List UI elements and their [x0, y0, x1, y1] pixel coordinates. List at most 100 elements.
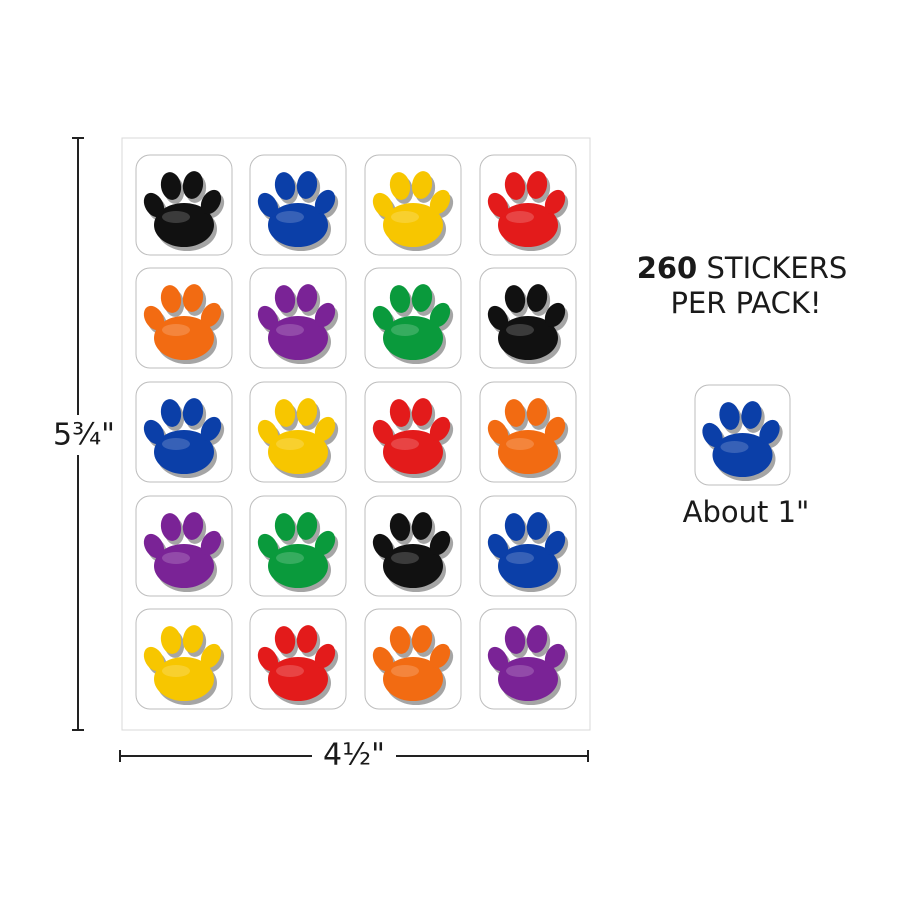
paw-pad — [268, 657, 328, 701]
paw — [372, 625, 454, 705]
paw-body — [257, 625, 336, 701]
paw-toe — [274, 285, 296, 313]
paw-toe — [504, 513, 526, 541]
paw-pad — [383, 316, 443, 360]
paw-toe — [257, 192, 279, 218]
paw-shine — [391, 665, 419, 677]
paw-shine — [391, 438, 419, 450]
paw-pad — [154, 316, 214, 360]
paw-toe — [429, 416, 451, 442]
paw-body — [702, 401, 780, 477]
paw-toe — [504, 399, 526, 427]
paw-toe — [182, 284, 204, 312]
height-dimension: 5¾" — [50, 137, 116, 731]
paw-pad — [268, 316, 328, 360]
paw-toe — [160, 626, 182, 654]
paw-toe — [487, 646, 509, 672]
paw-toe — [274, 626, 296, 654]
paw-toe — [160, 513, 182, 541]
paw-toe — [296, 625, 318, 653]
paw-pad — [383, 430, 443, 474]
paw-toe — [160, 399, 182, 427]
paw-toe — [200, 643, 222, 669]
paw-toe — [257, 533, 279, 559]
paw-toe — [526, 171, 548, 199]
paw-body — [257, 398, 336, 474]
paw-shine — [162, 552, 190, 564]
paw — [143, 512, 225, 592]
paw-toe — [487, 192, 509, 218]
paw-shine — [276, 438, 304, 450]
paw-pad — [154, 657, 214, 701]
paw-toe — [389, 399, 411, 427]
paw-toe — [504, 172, 526, 200]
paw-pad — [154, 430, 214, 474]
width-dimension: 4½" — [119, 738, 589, 774]
paw — [257, 171, 339, 251]
paw-pad — [154, 544, 214, 588]
paw-shine — [276, 552, 304, 564]
paw-pad — [498, 316, 558, 360]
paw-toe — [741, 401, 762, 429]
paw-shine — [391, 552, 419, 564]
paw-toe — [544, 530, 566, 556]
sticker-grid — [135, 154, 577, 710]
count: 260 — [637, 251, 698, 285]
paw-body — [143, 625, 222, 701]
paw — [257, 284, 339, 364]
paw-toe — [314, 643, 336, 669]
paw-toe — [526, 398, 548, 426]
paw-toe — [526, 512, 548, 540]
paw-pad — [498, 430, 558, 474]
paw-toe — [429, 189, 451, 215]
paw-toe — [314, 416, 336, 442]
paw — [143, 398, 225, 478]
paw-toe — [429, 302, 451, 328]
paw-shine — [162, 665, 190, 677]
paw-body — [372, 625, 451, 701]
headline-line2: PER PACK! — [670, 286, 821, 320]
paw-toe — [372, 646, 394, 672]
headline-line1: STICKERS — [706, 251, 847, 285]
sample-caption: About 1" — [683, 495, 810, 529]
paw-toe — [411, 284, 433, 312]
paw-toe — [143, 305, 165, 331]
paw-toe — [182, 625, 204, 653]
paw — [257, 625, 339, 705]
paw-pad — [383, 203, 443, 247]
paw-shine — [391, 324, 419, 336]
sample-sticker — [694, 384, 791, 486]
width-label: 4½" — [323, 738, 385, 773]
paw — [372, 171, 454, 251]
paw-shine — [506, 552, 534, 564]
paw-shine — [162, 211, 190, 223]
paw-body — [487, 625, 566, 701]
paw-toe — [719, 402, 740, 430]
paw — [372, 398, 454, 478]
paw-toe — [314, 302, 336, 328]
paw — [487, 625, 569, 705]
paw-body — [143, 284, 222, 360]
paw-toe — [143, 192, 165, 218]
paw-toe — [296, 171, 318, 199]
paw-shine — [276, 211, 304, 223]
paw-toe — [314, 189, 336, 215]
paw-toe — [314, 530, 336, 556]
paw-toe — [487, 533, 509, 559]
paw-toe — [372, 305, 394, 331]
paw-body — [143, 512, 222, 588]
paw-toe — [296, 512, 318, 540]
paw — [487, 398, 569, 478]
paw-toe — [389, 172, 411, 200]
paw-toe — [544, 302, 566, 328]
paw-toe — [429, 643, 451, 669]
paw-toe — [182, 171, 204, 199]
paw-toe — [372, 192, 394, 218]
paw-toe — [389, 626, 411, 654]
paw-body — [372, 512, 451, 588]
paw-toe — [143, 533, 165, 559]
paw-toe — [143, 646, 165, 672]
paw-body — [143, 171, 222, 247]
paw-toe — [487, 305, 509, 331]
